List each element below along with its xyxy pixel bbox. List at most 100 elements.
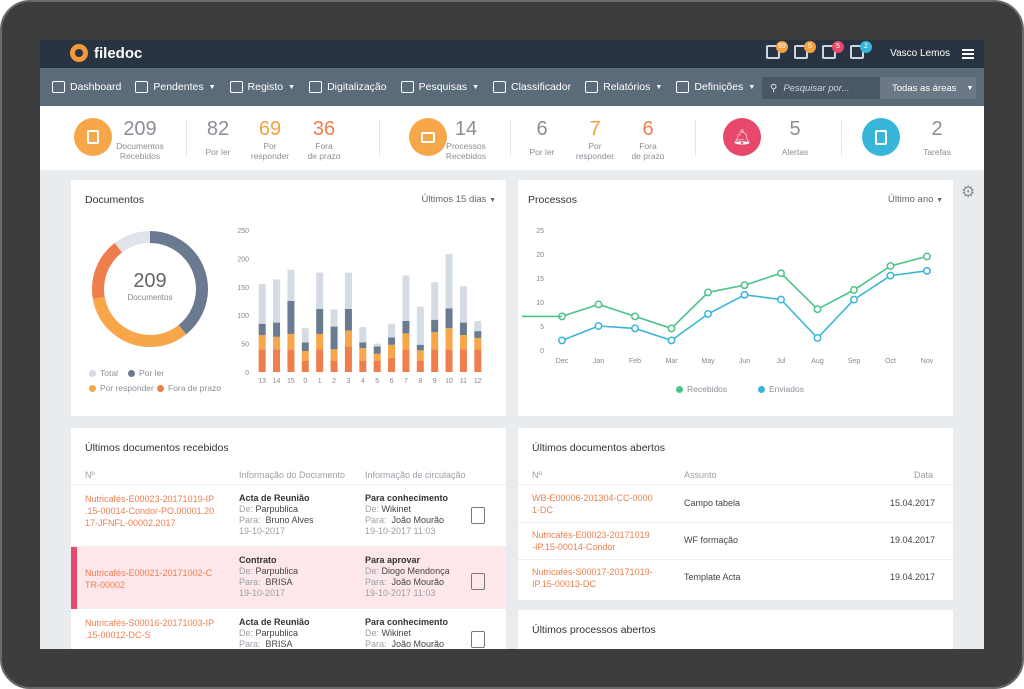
bar-fora-de-prazo[interactable]	[445, 349, 453, 372]
notification-icon[interactable]: 5	[794, 41, 816, 59]
nav-item-relatorios[interactable]: Relatórios ▼	[585, 81, 662, 93]
bar-por-ler[interactable]	[359, 342, 367, 349]
donut-segment-por-responder[interactable]	[92, 231, 208, 347]
view-document-icon[interactable]	[471, 631, 485, 648]
data-point-recebidos[interactable]	[777, 269, 785, 278]
bar-total[interactable]	[445, 253, 453, 309]
bar-total[interactable]	[474, 320, 482, 332]
data-point-enviados[interactable]	[923, 266, 931, 275]
bar-por-responder[interactable]	[330, 349, 338, 361]
bar-fora-de-prazo[interactable]	[459, 349, 467, 372]
proc-fora-prazo-count[interactable]: 6	[642, 118, 654, 140]
doc-fora-prazo-count[interactable]: 36	[312, 118, 336, 140]
bar-por-responder[interactable]	[316, 333, 324, 350]
data-point-recebidos[interactable]	[667, 324, 676, 333]
processes-range-select[interactable]: Último ano ▼	[888, 194, 943, 205]
approve-document-icon[interactable]	[471, 573, 485, 590]
document-number[interactable]: Nutricafés-E00021-20171002-C TR-00002	[85, 567, 230, 591]
notification-icon[interactable]: 5	[822, 41, 844, 59]
bar-por-ler[interactable]	[474, 331, 482, 338]
user-name[interactable]: Vasco Lemos	[890, 48, 950, 59]
document-number[interactable]: Nutricafés-E00023-20171019-IP .15-00014-C…	[85, 493, 230, 529]
nav-item-pesquisas[interactable]: Pesquisas ▼	[400, 81, 479, 93]
bar-por-ler[interactable]	[445, 308, 453, 329]
view-document-icon[interactable]	[471, 507, 485, 524]
data-point-recebidos[interactable]	[813, 305, 822, 314]
data-point-recebidos[interactable]	[704, 288, 712, 297]
bar-fora-de-prazo[interactable]	[431, 349, 439, 372]
bar-fora-de-prazo[interactable]	[258, 349, 266, 372]
alerts-count[interactable]: 5	[789, 118, 801, 140]
bar-total[interactable]	[273, 279, 281, 323]
bar-fora-de-prazo[interactable]	[359, 360, 367, 372]
notification-icon[interactable]: 2	[850, 41, 872, 59]
menu-icon[interactable]	[962, 49, 974, 59]
table-row[interactable]: Nutricafés-E00023-20171019 -IP.15-00014-C…	[518, 523, 953, 560]
table-row[interactable]: Nutricafés-E00021-20171002-C TR-00002 Cont…	[71, 547, 506, 609]
data-point-enviados[interactable]	[850, 295, 858, 304]
nav-item-registo[interactable]: Registo ▼	[229, 81, 295, 93]
bar-fora-de-prazo[interactable]	[416, 360, 424, 372]
bar-por-ler[interactable]	[373, 346, 381, 354]
bar-por-responder[interactable]	[445, 328, 453, 350]
bar-por-ler[interactable]	[344, 308, 352, 331]
bar-por-responder[interactable]	[301, 350, 309, 361]
bar-total[interactable]	[287, 269, 295, 301]
proc-por-responder-count[interactable]: 7	[589, 118, 601, 140]
bar-por-responder[interactable]	[474, 337, 482, 350]
document-number[interactable]: Nutricafés-S00016-20171003-IP .15-00012-D…	[85, 617, 230, 641]
data-point-enviados[interactable]	[667, 336, 676, 345]
donut-segment-por-ler[interactable]	[92, 231, 208, 347]
nav-item-classificador[interactable]: Classificador	[493, 81, 571, 93]
bar-fora-de-prazo[interactable]	[388, 357, 396, 372]
bar-fora-de-prazo[interactable]	[301, 360, 309, 372]
bar-fora-de-prazo[interactable]	[273, 349, 281, 372]
bar-por-ler[interactable]	[388, 337, 396, 345]
data-point-recebidos[interactable]	[850, 286, 858, 294]
bar-total[interactable]	[301, 328, 309, 343]
table-row[interactable]: Nutricafés-S00017-20171019- IP.15-00013-D…	[518, 560, 953, 597]
bar-por-responder[interactable]	[373, 353, 381, 361]
bar-total[interactable]	[459, 286, 467, 323]
data-point-enviados[interactable]	[558, 336, 566, 345]
data-point-enviados[interactable]	[594, 322, 603, 330]
document-number[interactable]: WB-E00006-201304-CC-0000 1-DC	[532, 492, 662, 516]
proc-por-ler-count[interactable]: 6	[536, 118, 548, 140]
bar-por-responder[interactable]	[258, 335, 266, 350]
area-select[interactable]: Todas as áreas ▼	[880, 77, 976, 99]
bar-por-ler[interactable]	[273, 322, 281, 337]
data-point-enviados[interactable]	[704, 310, 712, 318]
bar-fora-de-prazo[interactable]	[287, 349, 295, 372]
data-point-enviados[interactable]	[813, 334, 822, 342]
table-row[interactable]: Nutricafés-S00016-20171003-IP .15-00012-D…	[71, 609, 506, 649]
bar-total[interactable]	[258, 283, 266, 324]
bar-por-ler[interactable]	[316, 308, 324, 334]
doc-por-responder-count[interactable]: 69	[258, 118, 282, 140]
bar-por-responder[interactable]	[388, 344, 396, 358]
search-input[interactable]	[783, 82, 884, 94]
processes-received-count[interactable]: 14	[454, 118, 478, 140]
bar-total[interactable]	[316, 272, 324, 309]
bar-por-responder[interactable]	[359, 348, 367, 361]
bar-fora-de-prazo[interactable]	[474, 349, 482, 372]
data-point-enviados[interactable]	[777, 295, 785, 304]
processes-stat-icon[interactable]	[409, 118, 447, 156]
nav-item-definicoes[interactable]: Definições ▼	[676, 81, 755, 93]
tasks-count[interactable]: 2	[931, 118, 943, 140]
nav-item-digitalizacao[interactable]: Digitalização	[309, 81, 387, 93]
document-number[interactable]: Nutricafés-S00017-20171019- IP.15-00013-D…	[532, 566, 662, 590]
bar-total[interactable]	[330, 309, 338, 327]
bar-por-responder[interactable]	[287, 333, 295, 350]
bar-total[interactable]	[416, 306, 424, 345]
bar-fora-de-prazo[interactable]	[330, 360, 338, 372]
bar-por-ler[interactable]	[287, 301, 295, 334]
search-icon[interactable]: ⚲	[770, 82, 778, 94]
bar-por-responder[interactable]	[273, 336, 281, 350]
bar-por-responder[interactable]	[431, 332, 439, 350]
bar-total[interactable]	[431, 282, 439, 320]
documents-received-count[interactable]: 209	[123, 118, 157, 140]
bar-por-ler[interactable]	[330, 326, 338, 350]
data-point-enviados[interactable]	[740, 290, 749, 299]
bar-fora-de-prazo[interactable]	[373, 360, 381, 372]
bar-por-ler[interactable]	[459, 322, 467, 336]
